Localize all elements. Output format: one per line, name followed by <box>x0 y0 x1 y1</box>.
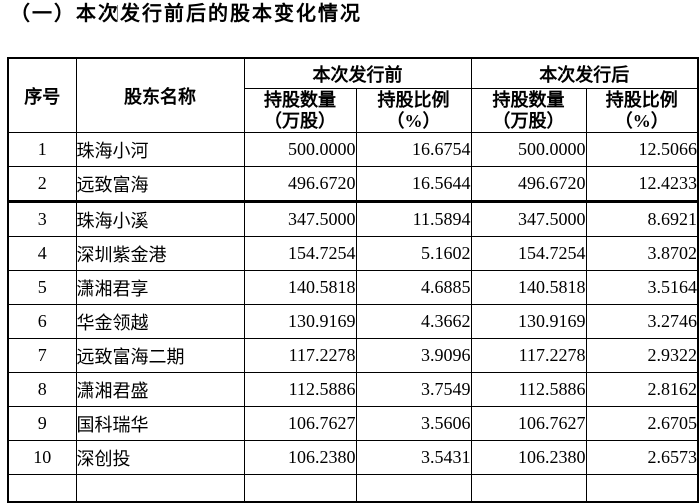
header-after-issuance-group: 本次发行后 <box>470 57 699 89</box>
cell-after-ratio: 2.8162 <box>585 372 699 407</box>
cell-after-ratio: 3.2746 <box>585 304 699 339</box>
table-row: 7 远致富海二期 117.2278 3.9096 117.2278 2.9322 <box>7 338 699 373</box>
cell-name: 华金领越 <box>75 304 245 339</box>
table-row: 3 珠海小溪 347.5000 11.5894 347.5000 8.6921 <box>7 201 699 237</box>
cell-seq: 4 <box>7 236 77 271</box>
header-before-issuance-group: 本次发行前 <box>243 57 472 89</box>
header-after-quantity: 持股数量 （万股） <box>470 88 587 133</box>
cell-after-qty: 130.9169 <box>470 304 587 339</box>
cell-seq: 1 <box>7 132 77 167</box>
header-ratio-line2: （%） <box>614 110 669 131</box>
cell-before-qty: 140.5818 <box>243 270 357 305</box>
cell-empty <box>7 474 77 503</box>
cell-before-ratio: 5.1602 <box>355 236 472 271</box>
cell-seq: 5 <box>7 270 77 305</box>
cell-after-qty: 154.7254 <box>470 236 587 271</box>
table-row: 1 珠海小河 500.0000 16.6754 500.0000 12.5066 <box>7 132 699 167</box>
cell-after-ratio: 8.6921 <box>585 201 699 237</box>
cell-before-qty: 347.5000 <box>243 201 357 237</box>
cell-name: 潇湘君盛 <box>75 372 245 407</box>
cell-after-ratio: 3.5164 <box>585 270 699 305</box>
table-row: 10 深创投 106.2380 3.5431 106.2380 2.6573 <box>7 440 699 475</box>
cell-after-qty: 106.7627 <box>470 406 587 441</box>
cell-before-qty: 154.7254 <box>243 236 357 271</box>
cell-name: 珠海小河 <box>75 132 245 167</box>
cell-before-ratio: 3.9096 <box>355 338 472 373</box>
cell-after-qty: 140.5818 <box>470 270 587 305</box>
cell-before-ratio: 16.5644 <box>355 166 472 203</box>
header-after-ratio: 持股比例 （%） <box>585 88 699 133</box>
table-row: 8 潇湘君盛 112.5886 3.7549 112.5886 2.8162 <box>7 372 699 407</box>
cell-name: 国科瑞华 <box>75 406 245 441</box>
table-row: 5 潇湘君享 140.5818 4.6885 140.5818 3.5164 <box>7 270 699 305</box>
cell-name: 深创投 <box>75 440 245 475</box>
header-shareholder-name: 股东名称 <box>75 57 245 133</box>
cell-before-ratio: 11.5894 <box>355 201 472 237</box>
table-body: 1 珠海小河 500.0000 16.6754 500.0000 12.5066 2 远致富海… <box>7 132 699 503</box>
cell-before-ratio: 3.5606 <box>355 406 472 441</box>
cell-empty <box>355 474 472 503</box>
cell-name: 远致富海 <box>75 166 245 203</box>
cell-empty <box>470 474 587 503</box>
cell-seq: 10 <box>7 440 77 475</box>
table-row: 2 远致富海 496.6720 16.5644 496.6720 12.4233 <box>7 166 699 203</box>
cell-name: 深圳紫金港 <box>75 236 245 271</box>
cell-after-ratio: 3.8702 <box>585 236 699 271</box>
cell-empty <box>585 474 699 503</box>
cell-before-qty: 112.5886 <box>243 372 357 407</box>
cell-after-ratio: 2.9322 <box>585 338 699 373</box>
cell-seq: 8 <box>7 372 77 407</box>
cell-after-qty: 496.6720 <box>470 166 587 203</box>
header-ratio-line2: （%） <box>386 110 441 131</box>
cell-before-ratio: 3.5431 <box>355 440 472 475</box>
cell-before-ratio: 3.7549 <box>355 372 472 407</box>
cell-after-qty: 500.0000 <box>470 132 587 167</box>
cell-before-qty: 496.6720 <box>243 166 357 203</box>
cell-before-ratio: 16.6754 <box>355 132 472 167</box>
table-row: 9 国科瑞华 106.7627 3.5606 106.7627 2.6705 <box>7 406 699 441</box>
cell-seq: 3 <box>7 201 77 237</box>
table-row: 4 深圳紫金港 154.7254 5.1602 154.7254 3.8702 <box>7 236 699 271</box>
table-row: 6 华金领越 130.9169 4.3662 130.9169 3.2746 <box>7 304 699 339</box>
header-seq: 序号 <box>7 57 77 133</box>
cell-before-ratio: 4.3662 <box>355 304 472 339</box>
cell-after-ratio: 2.6705 <box>585 406 699 441</box>
cell-after-ratio: 2.6573 <box>585 440 699 475</box>
cell-seq: 6 <box>7 304 77 339</box>
cell-seq: 2 <box>7 166 77 203</box>
header-quantity-line1: 持股数量 <box>264 89 336 110</box>
header-before-ratio: 持股比例 （%） <box>355 88 472 133</box>
cell-before-qty: 130.9169 <box>243 304 357 339</box>
cell-name: 珠海小溪 <box>75 201 245 237</box>
section-heading: （一）本次发行前后的股本变化情况 <box>10 3 362 25</box>
header-ratio-line1: 持股比例 <box>377 89 450 110</box>
table-header-row-subcolumns: 持股数量 （万股） 持股比例 （%） 持股数量 （万股） 持股比例 （%） <box>8 88 699 133</box>
cell-after-qty: 112.5886 <box>470 372 587 407</box>
cell-name: 远致富海二期 <box>75 338 245 373</box>
cell-empty <box>75 474 245 503</box>
table-header-row-groups: 序号 股东名称 本次发行前 本次发行后 <box>7 57 699 133</box>
header-quantity-line2: （万股） <box>264 110 336 131</box>
cell-before-qty: 106.2380 <box>243 440 357 475</box>
cell-seq: 7 <box>7 338 77 373</box>
header-before-quantity: 持股数量 （万股） <box>243 88 357 133</box>
table-row-partial <box>7 474 699 503</box>
header-ratio-line1: 持股比例 <box>605 89 678 110</box>
cell-before-qty: 500.0000 <box>243 132 357 167</box>
cell-after-qty: 117.2278 <box>470 338 587 373</box>
cell-after-ratio: 12.4233 <box>585 166 699 203</box>
cell-name: 潇湘君享 <box>75 270 245 305</box>
cell-before-ratio: 4.6885 <box>355 270 472 305</box>
cell-empty <box>243 474 357 503</box>
cell-before-qty: 106.7627 <box>243 406 357 441</box>
text-cursor-caret <box>117 5 118 22</box>
share-structure-table: 序号 股东名称 本次发行前 本次发行后 持股数量 （万股） 持股比例 （%） 持… <box>7 57 699 503</box>
cell-after-qty: 347.5000 <box>470 201 587 237</box>
cell-before-qty: 117.2278 <box>243 338 357 373</box>
cell-after-qty: 106.2380 <box>470 440 587 475</box>
header-quantity-line1: 持股数量 <box>492 89 565 110</box>
cell-after-ratio: 12.5066 <box>585 132 699 167</box>
header-quantity-line2: （万股） <box>492 110 565 131</box>
cell-seq: 9 <box>7 406 77 441</box>
